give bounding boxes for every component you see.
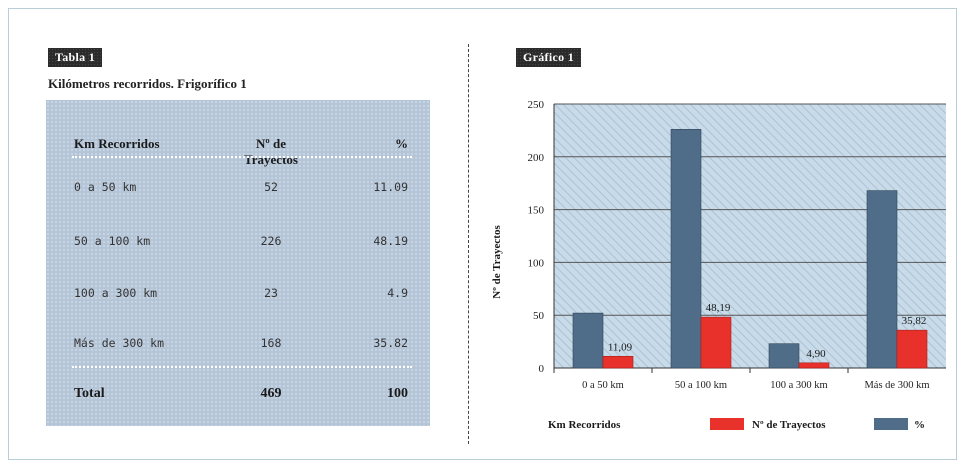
x-axis-label: Km Recorridos bbox=[548, 419, 621, 431]
table-header-row: Km Recorridos Nº de Trayectos % bbox=[64, 136, 412, 167]
table-title: Kilómetros recorridos. Frigorífico 1 bbox=[48, 76, 247, 91]
header-separator bbox=[72, 156, 412, 158]
cell-km: 0 a 50 km bbox=[74, 180, 137, 194]
data-table: Km Recorridos Nº de Trayectos % 0 a 50 k… bbox=[46, 100, 430, 426]
data-label: 35,82 bbox=[902, 315, 927, 327]
x-tick-label: 100 a 300 km bbox=[770, 380, 827, 391]
table-tag: Tabla 1 bbox=[48, 48, 103, 67]
cell-trayectos: 168 bbox=[260, 336, 282, 350]
chart-tag: Gráfico 1 bbox=[516, 48, 582, 67]
bar-percent bbox=[866, 190, 898, 369]
y-tick-label: 0 bbox=[539, 363, 545, 375]
bar-percent bbox=[670, 129, 702, 369]
data-label: 11,09 bbox=[608, 341, 633, 353]
legend-label-trayectos: Nº de Trayectos bbox=[752, 419, 826, 431]
data-label: 48,19 bbox=[706, 302, 731, 314]
total-separator bbox=[72, 366, 412, 368]
total-percent: 100 bbox=[387, 386, 408, 401]
bar-percent bbox=[572, 312, 604, 369]
cell-km: 50 a 100 km bbox=[74, 234, 151, 248]
y-tick-label: 200 bbox=[528, 152, 545, 164]
y-tick-label: 50 bbox=[533, 310, 545, 322]
section-divider bbox=[468, 44, 469, 444]
total-label: Total bbox=[74, 386, 105, 401]
cell-trayectos: 226 bbox=[260, 234, 282, 248]
x-tick-label: Más de 300 km bbox=[864, 380, 929, 391]
data-label: 4,90 bbox=[806, 348, 826, 360]
cell-percent: 35.82 bbox=[373, 336, 408, 350]
bar-trayectos bbox=[896, 329, 928, 369]
table-row: 0 a 50 km 52 11.09 bbox=[64, 180, 412, 202]
y-axis-label: Nº de Trayectos bbox=[491, 225, 503, 299]
table-row: 100 a 300 km 23 4.9 bbox=[64, 286, 412, 308]
legend-swatch-trayectos bbox=[710, 418, 744, 430]
y-tick-label: 250 bbox=[528, 99, 545, 111]
header-km: Km Recorridos bbox=[74, 136, 160, 151]
x-tick-label: 50 a 100 km bbox=[675, 380, 727, 391]
x-tick-label: 0 a 50 km bbox=[582, 380, 624, 391]
y-tick-label: 100 bbox=[528, 257, 545, 269]
header-percent: % bbox=[395, 136, 408, 151]
cell-km: Más de 300 km bbox=[74, 336, 165, 350]
total-trayectos: 469 bbox=[260, 386, 282, 401]
bar-percent bbox=[768, 343, 800, 369]
legend-label-percent: % bbox=[914, 419, 925, 431]
cell-trayectos: 23 bbox=[264, 286, 278, 300]
cell-percent: 11.09 bbox=[373, 180, 408, 194]
cell-percent: 4.9 bbox=[387, 286, 408, 300]
bar-trayectos bbox=[602, 355, 634, 369]
cell-percent: 48.19 bbox=[373, 234, 408, 248]
cell-km: 100 a 300 km bbox=[74, 286, 158, 300]
table-row: 50 a 100 km 226 48.19 bbox=[64, 234, 412, 256]
legend-swatch-percent bbox=[874, 418, 908, 430]
y-tick-label: 150 bbox=[528, 205, 545, 217]
header-trayectos: Nº de Trayectos bbox=[244, 136, 298, 167]
cell-trayectos: 52 bbox=[264, 180, 278, 194]
bar-trayectos bbox=[700, 316, 732, 369]
table-total-row: Total 469 100 bbox=[64, 386, 412, 408]
bar-trayectos bbox=[798, 362, 830, 369]
table-row: Más de 300 km 168 35.82 bbox=[64, 336, 412, 358]
